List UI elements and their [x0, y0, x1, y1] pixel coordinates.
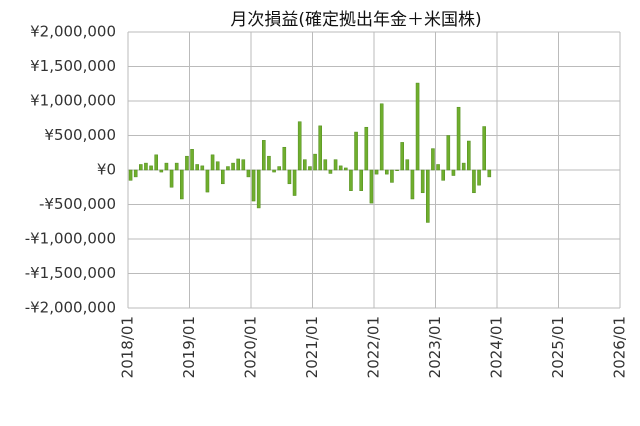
bar — [426, 169, 430, 223]
bar — [364, 126, 369, 171]
bar — [446, 135, 451, 171]
y-tick-label: ¥500,000 — [44, 126, 116, 144]
bar — [262, 140, 266, 171]
bar — [241, 159, 246, 171]
bar — [236, 158, 240, 171]
bar — [344, 167, 348, 171]
x-tick-label: 2020/01 — [242, 316, 260, 378]
y-tick-label: -¥1,000,000 — [25, 230, 116, 248]
bar — [251, 169, 256, 202]
bar — [144, 162, 148, 171]
y-tick-label: -¥500,000 — [39, 195, 116, 213]
y-tick-label: ¥1,000,000 — [30, 92, 116, 110]
bar — [436, 164, 440, 171]
y-tick-label: ¥0 — [97, 161, 116, 179]
bar — [210, 154, 215, 171]
bar — [292, 169, 297, 196]
x-tick-label: 2019/01 — [180, 316, 198, 378]
bar — [385, 169, 389, 175]
bar — [451, 169, 456, 176]
bar — [374, 169, 379, 175]
bar — [154, 154, 158, 171]
bar — [256, 169, 261, 209]
x-tick-label: 2025/01 — [549, 316, 567, 378]
x-tick-label: 2026/01 — [611, 316, 629, 378]
bar — [487, 169, 492, 178]
bar — [431, 148, 435, 171]
bar — [369, 169, 374, 204]
bar — [410, 169, 415, 200]
bar — [405, 159, 410, 171]
x-tick-label: 2022/01 — [365, 316, 383, 378]
x-tick-label: 2023/01 — [426, 316, 444, 378]
bar — [221, 169, 225, 185]
bar — [456, 106, 461, 171]
bar — [477, 169, 481, 186]
bar — [149, 165, 153, 171]
bar — [318, 125, 322, 171]
bar — [174, 162, 179, 171]
bar — [133, 169, 138, 178]
bar — [328, 169, 333, 174]
bar — [441, 169, 445, 181]
bar — [482, 126, 486, 171]
y-tick-label: -¥2,000,000 — [25, 299, 116, 317]
bar — [246, 169, 251, 178]
bar — [313, 153, 317, 171]
y-tick-label: -¥1,500,000 — [25, 264, 116, 282]
x-tick-label: 2018/01 — [119, 316, 137, 378]
bar — [467, 140, 471, 171]
bar — [128, 169, 133, 181]
bar — [379, 103, 384, 171]
bar — [308, 166, 312, 171]
bar — [287, 169, 292, 185]
bar — [359, 169, 363, 191]
bar — [415, 82, 420, 171]
bar — [303, 159, 307, 171]
bar — [390, 169, 394, 183]
bar — [231, 162, 235, 171]
bar — [395, 169, 399, 171]
bar — [354, 131, 358, 171]
bar — [164, 162, 169, 171]
bar — [323, 159, 328, 171]
bar — [349, 169, 353, 191]
bar — [215, 161, 220, 171]
bar — [200, 165, 205, 171]
bar — [297, 121, 302, 171]
bar — [185, 155, 189, 171]
bar — [180, 169, 184, 200]
x-tick-label: 2024/01 — [488, 316, 506, 378]
bar — [272, 169, 276, 173]
bar — [420, 169, 425, 194]
y-tick-label: ¥1,500,000 — [30, 57, 116, 75]
bar — [282, 146, 287, 171]
y-tick-label: ¥2,000,000 — [30, 23, 116, 41]
bar — [159, 169, 164, 173]
bar — [461, 162, 466, 171]
bar — [169, 169, 174, 188]
x-tick-label: 2021/01 — [303, 316, 321, 378]
bar — [333, 159, 338, 171]
bar — [190, 149, 194, 171]
bar — [472, 169, 476, 194]
bar — [195, 164, 199, 171]
bar — [139, 164, 143, 171]
bar — [400, 142, 404, 171]
bar — [338, 165, 343, 171]
bar — [267, 155, 271, 171]
bar — [277, 166, 281, 171]
bar — [226, 166, 230, 171]
chart-title: 月次損益(確定拠出年金＋米国株) — [230, 10, 481, 30]
bar — [205, 169, 210, 193]
